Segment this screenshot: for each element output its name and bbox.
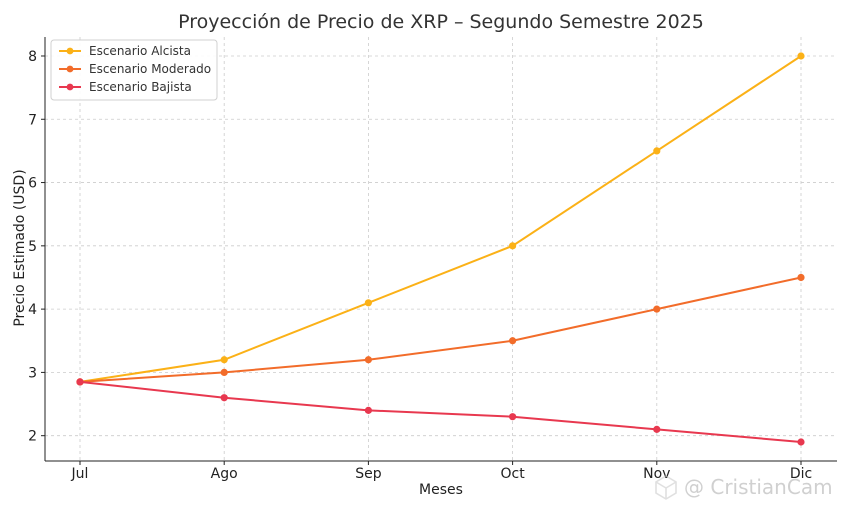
data-point	[653, 305, 661, 313]
data-point	[220, 394, 228, 402]
data-point	[797, 52, 805, 60]
x-tick-label: Dic	[790, 466, 812, 482]
x-axis-label: Meses	[419, 482, 463, 498]
data-point	[220, 368, 228, 377]
data-point	[364, 299, 372, 307]
legend-swatch-marker	[66, 65, 74, 73]
series-escenario-alcista	[76, 52, 805, 386]
data-point	[508, 337, 517, 345]
data-point	[364, 406, 372, 414]
data-point	[220, 356, 228, 364]
y-tick-label: 5	[28, 239, 37, 255]
legend-swatch-marker	[66, 47, 74, 55]
data-point	[508, 413, 517, 421]
data-point	[653, 425, 661, 433]
series-line	[79, 55, 802, 383]
y-tick-label: 8	[28, 49, 37, 65]
series-line	[79, 380, 802, 444]
data-point	[508, 242, 517, 250]
legend-item: Escenario Moderado	[59, 62, 211, 76]
axes: Jul Ago Sep Oct Nov Dic 2 3 4 5 6 7 8	[28, 37, 837, 482]
data-point	[797, 438, 805, 446]
series-layer	[76, 52, 805, 446]
data-point	[653, 147, 661, 155]
x-tick-label: Sep	[355, 466, 382, 482]
chart-title: Proyección de Precio de XRP – Segundo Se…	[178, 11, 704, 33]
legend-label: Escenario Alcista	[89, 44, 191, 58]
watermark: @ CristianCam	[655, 475, 833, 500]
legend-item: Escenario Alcista	[59, 44, 191, 58]
grid	[45, 37, 837, 461]
series-escenario-bajista	[76, 378, 805, 446]
x-tick-label: Oct	[500, 466, 525, 482]
series-line	[79, 276, 802, 383]
x-tick-label: Nov	[643, 466, 670, 482]
data-point	[364, 356, 372, 364]
x-tick-label: Ago	[211, 466, 238, 482]
y-tick-label: 3	[28, 365, 37, 381]
cube-logo-icon	[655, 475, 677, 500]
y-tick-label: 7	[28, 112, 37, 128]
x-tick-label: Jul	[71, 466, 89, 482]
legend-item: Escenario Bajista	[59, 80, 192, 94]
data-point	[76, 378, 84, 386]
legend-label: Escenario Bajista	[89, 80, 192, 94]
legend-box	[50, 39, 218, 101]
legend: Escenario Alcista Escenario Moderado Escen…	[50, 39, 218, 101]
y-tick-label: 6	[28, 176, 37, 192]
y-tick-label: 4	[28, 302, 37, 318]
series-escenario-moderado	[76, 273, 805, 386]
legend-label: Escenario Moderado	[89, 62, 211, 76]
legend-swatch-marker	[66, 83, 74, 91]
watermark-text: @ CristianCam	[684, 475, 833, 499]
data-point	[797, 273, 805, 282]
y-axis-label: Precio Estimado (USD)	[12, 169, 28, 326]
y-tick-label: 2	[28, 429, 37, 445]
